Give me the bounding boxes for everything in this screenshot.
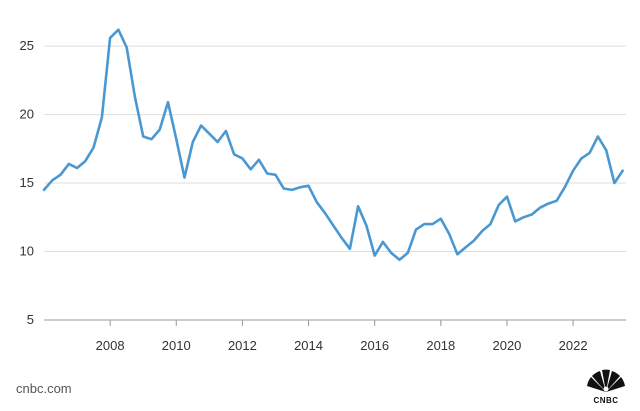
x-tick-label: 2012 xyxy=(228,338,257,353)
y-tick-label: 25 xyxy=(20,38,34,53)
y-tick-label: 10 xyxy=(20,244,34,259)
x-tick-label: 2016 xyxy=(360,338,389,353)
series-line xyxy=(42,28,624,261)
y-gridlines xyxy=(44,45,626,253)
source-credit: cnbc.com xyxy=(16,381,72,396)
x-axis-tick-labels: 2008 2010 2012 2014 2016 2018 2020 2022 xyxy=(96,338,588,353)
x-tick-label: 2014 xyxy=(294,338,323,353)
x-tick-label: 2018 xyxy=(426,338,455,353)
y-tick-label: 5 xyxy=(27,312,34,327)
cnbc-logo: CNBC xyxy=(582,365,630,405)
x-tick-label: 2008 xyxy=(96,338,125,353)
logo-wordmark: CNBC xyxy=(593,396,619,405)
y-axis-tick-labels: 5 10 15 20 25 xyxy=(20,38,34,327)
x-tick-label: 2010 xyxy=(162,338,191,353)
x-axis-ticks xyxy=(109,320,574,326)
x-tick-label: 2022 xyxy=(559,338,588,353)
data-points xyxy=(43,29,623,260)
peacock-icon xyxy=(587,369,625,392)
y-tick-label: 20 xyxy=(20,107,34,122)
y-tick-label: 15 xyxy=(20,175,34,190)
x-tick-label: 2020 xyxy=(492,338,521,353)
